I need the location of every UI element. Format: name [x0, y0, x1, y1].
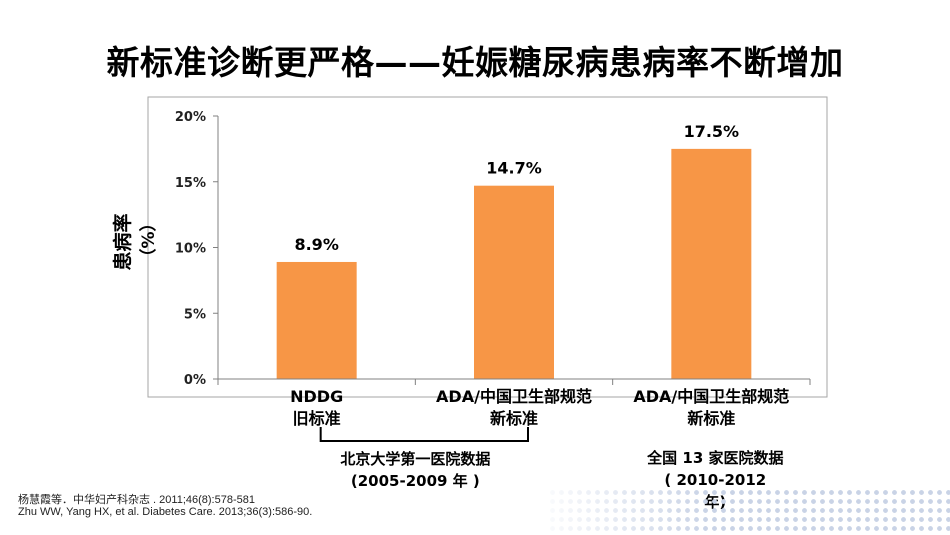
bar-0: [276, 261, 357, 379]
bars: 8.9% 14.7% 17.5%: [276, 122, 752, 379]
y-tick-label-3: 15%: [175, 176, 206, 191]
y-tick-label-1: 5%: [184, 307, 206, 322]
y-axis-label: 患病率 （%）: [111, 213, 159, 270]
plot-frame: [147, 96, 828, 398]
group-bracket-0: [319, 427, 529, 442]
group-label-1-0: 全国 13 家医院数据: [646, 449, 783, 467]
data-label-0: 8.9%: [294, 235, 338, 254]
x-category-label-1-1: 新标准: [490, 409, 538, 428]
x-axis: [217, 116, 811, 385]
x-category-label-0-0: NDDG: [290, 387, 343, 406]
x-category-label-2-1: 新标准: [687, 409, 735, 428]
x-category-label-2-0: ADA/中国卫生部规范: [633, 387, 789, 406]
group-label-0-0: 北京大学第一医院数据: [340, 450, 490, 468]
y-tick-label-0: 0%: [184, 373, 206, 388]
data-label-2: 17.5%: [684, 122, 740, 141]
y-axis-unit: （%）: [138, 214, 159, 265]
decorative-dot-pattern: [548, 488, 950, 535]
data-label-1: 14.7%: [486, 159, 542, 178]
x-category-label-0-1: 旧标准: [293, 409, 341, 428]
y-axis-ticks: 0% 5% 10% 15% 20%: [175, 110, 218, 388]
slide-title: 新标准诊断更严格——妊娠糖尿病患病率不断增加: [106, 43, 844, 82]
y-axis-title: 患病率: [111, 213, 134, 270]
y-tick-label-4: 20%: [175, 110, 206, 125]
group-label-1-1: ( 2010-2012: [664, 471, 766, 489]
bar-1: [474, 185, 554, 379]
x-category-label-1-0: ADA/中国卫生部规范: [436, 387, 592, 406]
group-label-0-1: (2005-2009 年 ): [351, 472, 480, 490]
y-tick-label-2: 10%: [175, 242, 206, 257]
reference-2: Zhu WW, Yang HX, et al. Diabetes Care. 2…: [18, 506, 313, 518]
reference-1: 杨慧霞等．中华妇产科杂志 . 2011;46(8):578-581: [18, 494, 255, 506]
bar-2: [671, 148, 752, 379]
